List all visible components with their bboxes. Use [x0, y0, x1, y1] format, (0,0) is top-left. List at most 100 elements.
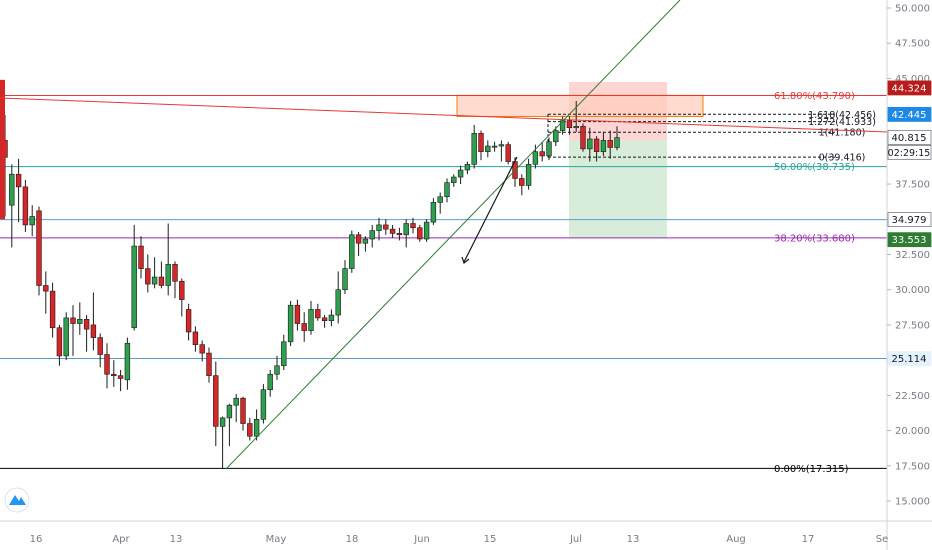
- candle-body: [464, 164, 471, 171]
- x-tick-label: 17: [802, 534, 815, 545]
- red-trend-line: [0, 97, 888, 133]
- price-label-box[interactable]: [887, 107, 932, 122]
- y-tick-label: 47.500: [895, 39, 930, 50]
- candle-body: [614, 137, 620, 148]
- candle-body: [199, 344, 205, 354]
- time-axis[interactable]: 16 Apr 13 May 18 Jun 15 Jul 13 Aug 17 Se: [30, 534, 889, 545]
- projection-arrow-head: [461, 256, 470, 265]
- candle-body: [124, 342, 131, 381]
- candle-body: [267, 373, 273, 391]
- price-label-box[interactable]: [887, 232, 932, 248]
- candle-body: [342, 268, 348, 291]
- trend-lines: [0, 0, 888, 470]
- candle-body: [158, 276, 165, 286]
- fib-level-label: 61.80%(43.790): [774, 91, 855, 102]
- candle-body: [396, 233, 403, 236]
- y-tick-label: 50.000: [895, 4, 930, 15]
- fib-level-label: 78.60%(50.987): [774, 0, 855, 1]
- price-label: 44.324: [892, 83, 927, 94]
- x-tick-label: 18: [346, 534, 359, 545]
- target-zone: [569, 140, 667, 239]
- candle-body: [383, 224, 389, 230]
- candle-body: [580, 126, 586, 150]
- candle-body: [36, 210, 42, 286]
- price-label-box[interactable]: [887, 129, 932, 145]
- x-tick-label: 15: [484, 534, 497, 545]
- candle-body: [301, 323, 307, 331]
- candle-body: [328, 314, 335, 322]
- candle-body: [90, 324, 97, 338]
- price-label-box[interactable]: [887, 212, 932, 227]
- logo-mark: [9, 495, 26, 505]
- candle-body: [274, 365, 280, 375]
- y-tick-label: 37.500: [895, 180, 930, 191]
- candle-body: [369, 230, 375, 240]
- candle-body: [573, 126, 579, 129]
- candle-body: [587, 138, 593, 150]
- price-label-box[interactable]: [887, 80, 932, 96]
- countdown-label: 02:29:15: [888, 148, 931, 159]
- candle-body: [593, 138, 600, 152]
- candle-body: [104, 354, 110, 375]
- candle-body: [247, 423, 253, 437]
- candle-body: [253, 419, 260, 437]
- candle-body: [206, 352, 212, 376]
- price-label: 34.979: [892, 215, 927, 226]
- candle-body: [172, 264, 178, 282]
- candle-body: [417, 227, 423, 240]
- candle-body: [9, 173, 15, 206]
- candle-body: [519, 178, 525, 186]
- candle-body: [83, 318, 90, 330]
- candle-body: [491, 145, 498, 148]
- y-tick-label: 30.000: [895, 285, 930, 296]
- candle-body: [410, 223, 416, 229]
- extension-label: 0(39.416): [819, 153, 866, 164]
- candle-body: [77, 318, 83, 324]
- x-tick-label: May: [266, 534, 287, 545]
- candle-body: [315, 309, 321, 319]
- candle-body: [233, 397, 239, 406]
- candle-body: [63, 317, 69, 357]
- y-tick-label: 20.000: [895, 426, 930, 437]
- candle-body: [287, 304, 294, 343]
- candle-body: [471, 133, 477, 165]
- candle-body: [376, 224, 382, 231]
- y-tick-label: 45.000: [895, 74, 930, 85]
- candle-body: [403, 223, 409, 236]
- fib-level-label: 0.00%(17.315): [774, 464, 849, 475]
- price-label: 25.114: [892, 354, 927, 365]
- y-tick-label: 15.000: [895, 497, 930, 508]
- candle-body: [362, 238, 369, 244]
- candle-body: [117, 375, 124, 379]
- candle-body: [192, 331, 199, 345]
- fib-level-label: 50.00%(38.735): [774, 162, 855, 173]
- candle-body: [281, 341, 287, 367]
- candle-body: [532, 151, 539, 165]
- price-label-box[interactable]: [887, 351, 932, 366]
- candle-body: [145, 268, 151, 285]
- y-tick-label: 32.500: [895, 250, 930, 261]
- green-trend-line: [225, 0, 681, 470]
- tradingview-logo-icon[interactable]: [4, 487, 30, 513]
- candle-body: [308, 309, 314, 331]
- candle-body: [49, 290, 56, 329]
- candle-body: [138, 245, 144, 269]
- x-tick-label: Jul: [569, 534, 582, 545]
- candle-body: [131, 245, 137, 329]
- candle-body: [498, 144, 505, 147]
- candle-body: [226, 404, 233, 419]
- candle-body: [179, 280, 185, 300]
- candle-body: [213, 375, 219, 427]
- extension-label: 1(41.180): [819, 128, 866, 139]
- countdown-box: [887, 144, 932, 160]
- price-label: 33.553: [892, 235, 927, 246]
- candle-body: [97, 337, 103, 355]
- y-tick-label: 17.500: [895, 461, 930, 472]
- candle-body: [566, 120, 573, 129]
- x-tick-label: Apr: [112, 534, 130, 545]
- resistance-box: [456, 94, 704, 117]
- candle-body: [29, 216, 35, 226]
